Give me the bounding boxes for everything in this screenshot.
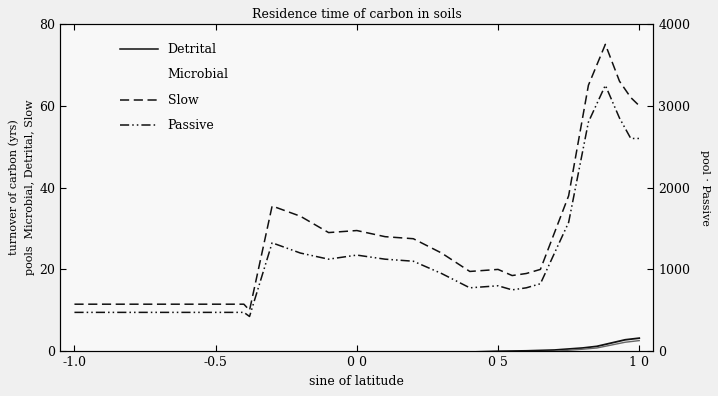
Title: Residence time of carbon in soils: Residence time of carbon in soils <box>252 8 462 21</box>
Legend: Detrital, Microbial, Slow, Passive: Detrital, Microbial, Slow, Passive <box>114 37 235 139</box>
X-axis label: sine of latitude: sine of latitude <box>309 375 404 388</box>
Y-axis label: pool · Passive: pool · Passive <box>699 150 709 225</box>
Y-axis label: turnover of carbon (yrs)
pools  Microbial, Detrital, Slow: turnover of carbon (yrs) pools Microbial… <box>9 100 35 275</box>
